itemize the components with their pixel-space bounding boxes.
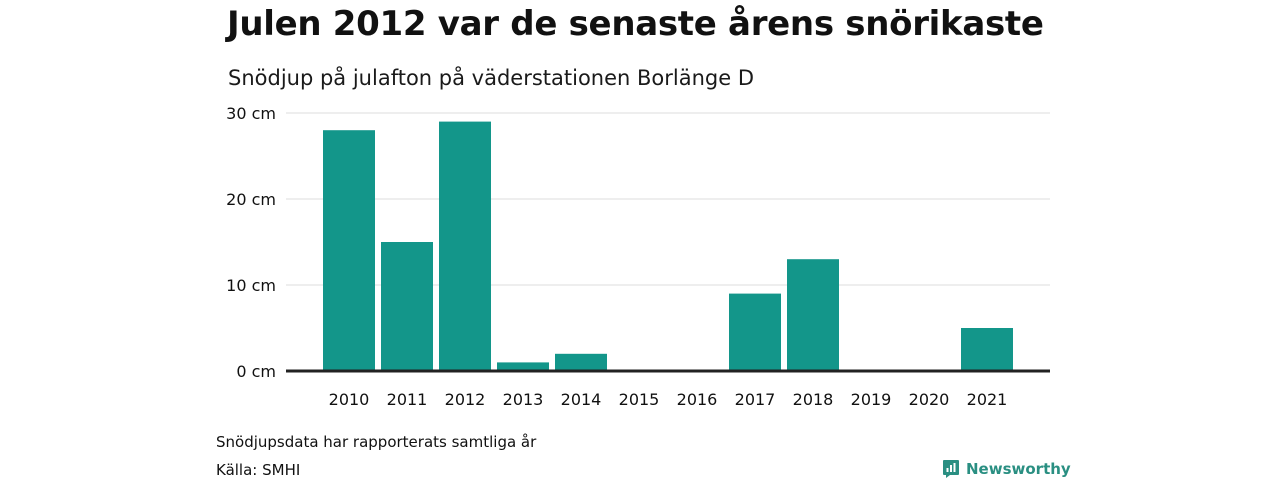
x-tick-label-2015: 2015 [619,390,660,409]
x-tick-label-2012: 2012 [445,390,486,409]
x-tick-label-2021: 2021 [967,390,1008,409]
bars [323,121,1013,371]
y-tick-label: 30 cm [226,104,276,123]
newsworthy-logo-icon [943,460,959,478]
brand-name: Newsworthy [966,460,1071,478]
bar-2012 [439,121,491,371]
y-tick-label: 10 cm [226,276,276,295]
y-axis-ticks: 0 cm 10 cm 20 cm 30 cm [226,104,276,381]
x-tick-label-2014: 2014 [561,390,602,409]
chart-note: Snödjupsdata har rapporterats samtliga å… [216,433,537,451]
x-tick-label-2020: 2020 [909,390,950,409]
bar-2017 [729,293,781,371]
x-tick-label-2018: 2018 [793,390,834,409]
brand[interactable]: Newsworthy [942,458,1071,480]
x-tick-label-2010: 2010 [329,390,370,409]
bar-2018 [787,259,839,371]
x-tick-label-2019: 2019 [851,390,892,409]
bar-2021 [961,328,1013,371]
y-tick-label: 20 cm [226,190,276,209]
bar-2010 [323,130,375,371]
x-tick-label-2016: 2016 [677,390,718,409]
bar-2014 [555,353,607,371]
x-tick-label-2017: 2017 [735,390,776,409]
x-tick-label-2011: 2011 [387,390,428,409]
chart-source: Källa: SMHI [216,461,301,479]
chart-subtitle: Snödjup på julafton på väderstationen Bo… [228,66,755,90]
x-axis-ticks: 2010 2011 2012 2013 2014 2015 2016 2017 2018 2019… [286,369,1050,409]
x-tick-label-2013: 2013 [503,390,544,409]
y-tick-label: 0 cm [236,362,276,381]
bar-2013 [497,362,549,371]
chart-title: Julen 2012 var de senaste årens snörikas… [227,4,1044,44]
bar-2011 [381,242,433,371]
